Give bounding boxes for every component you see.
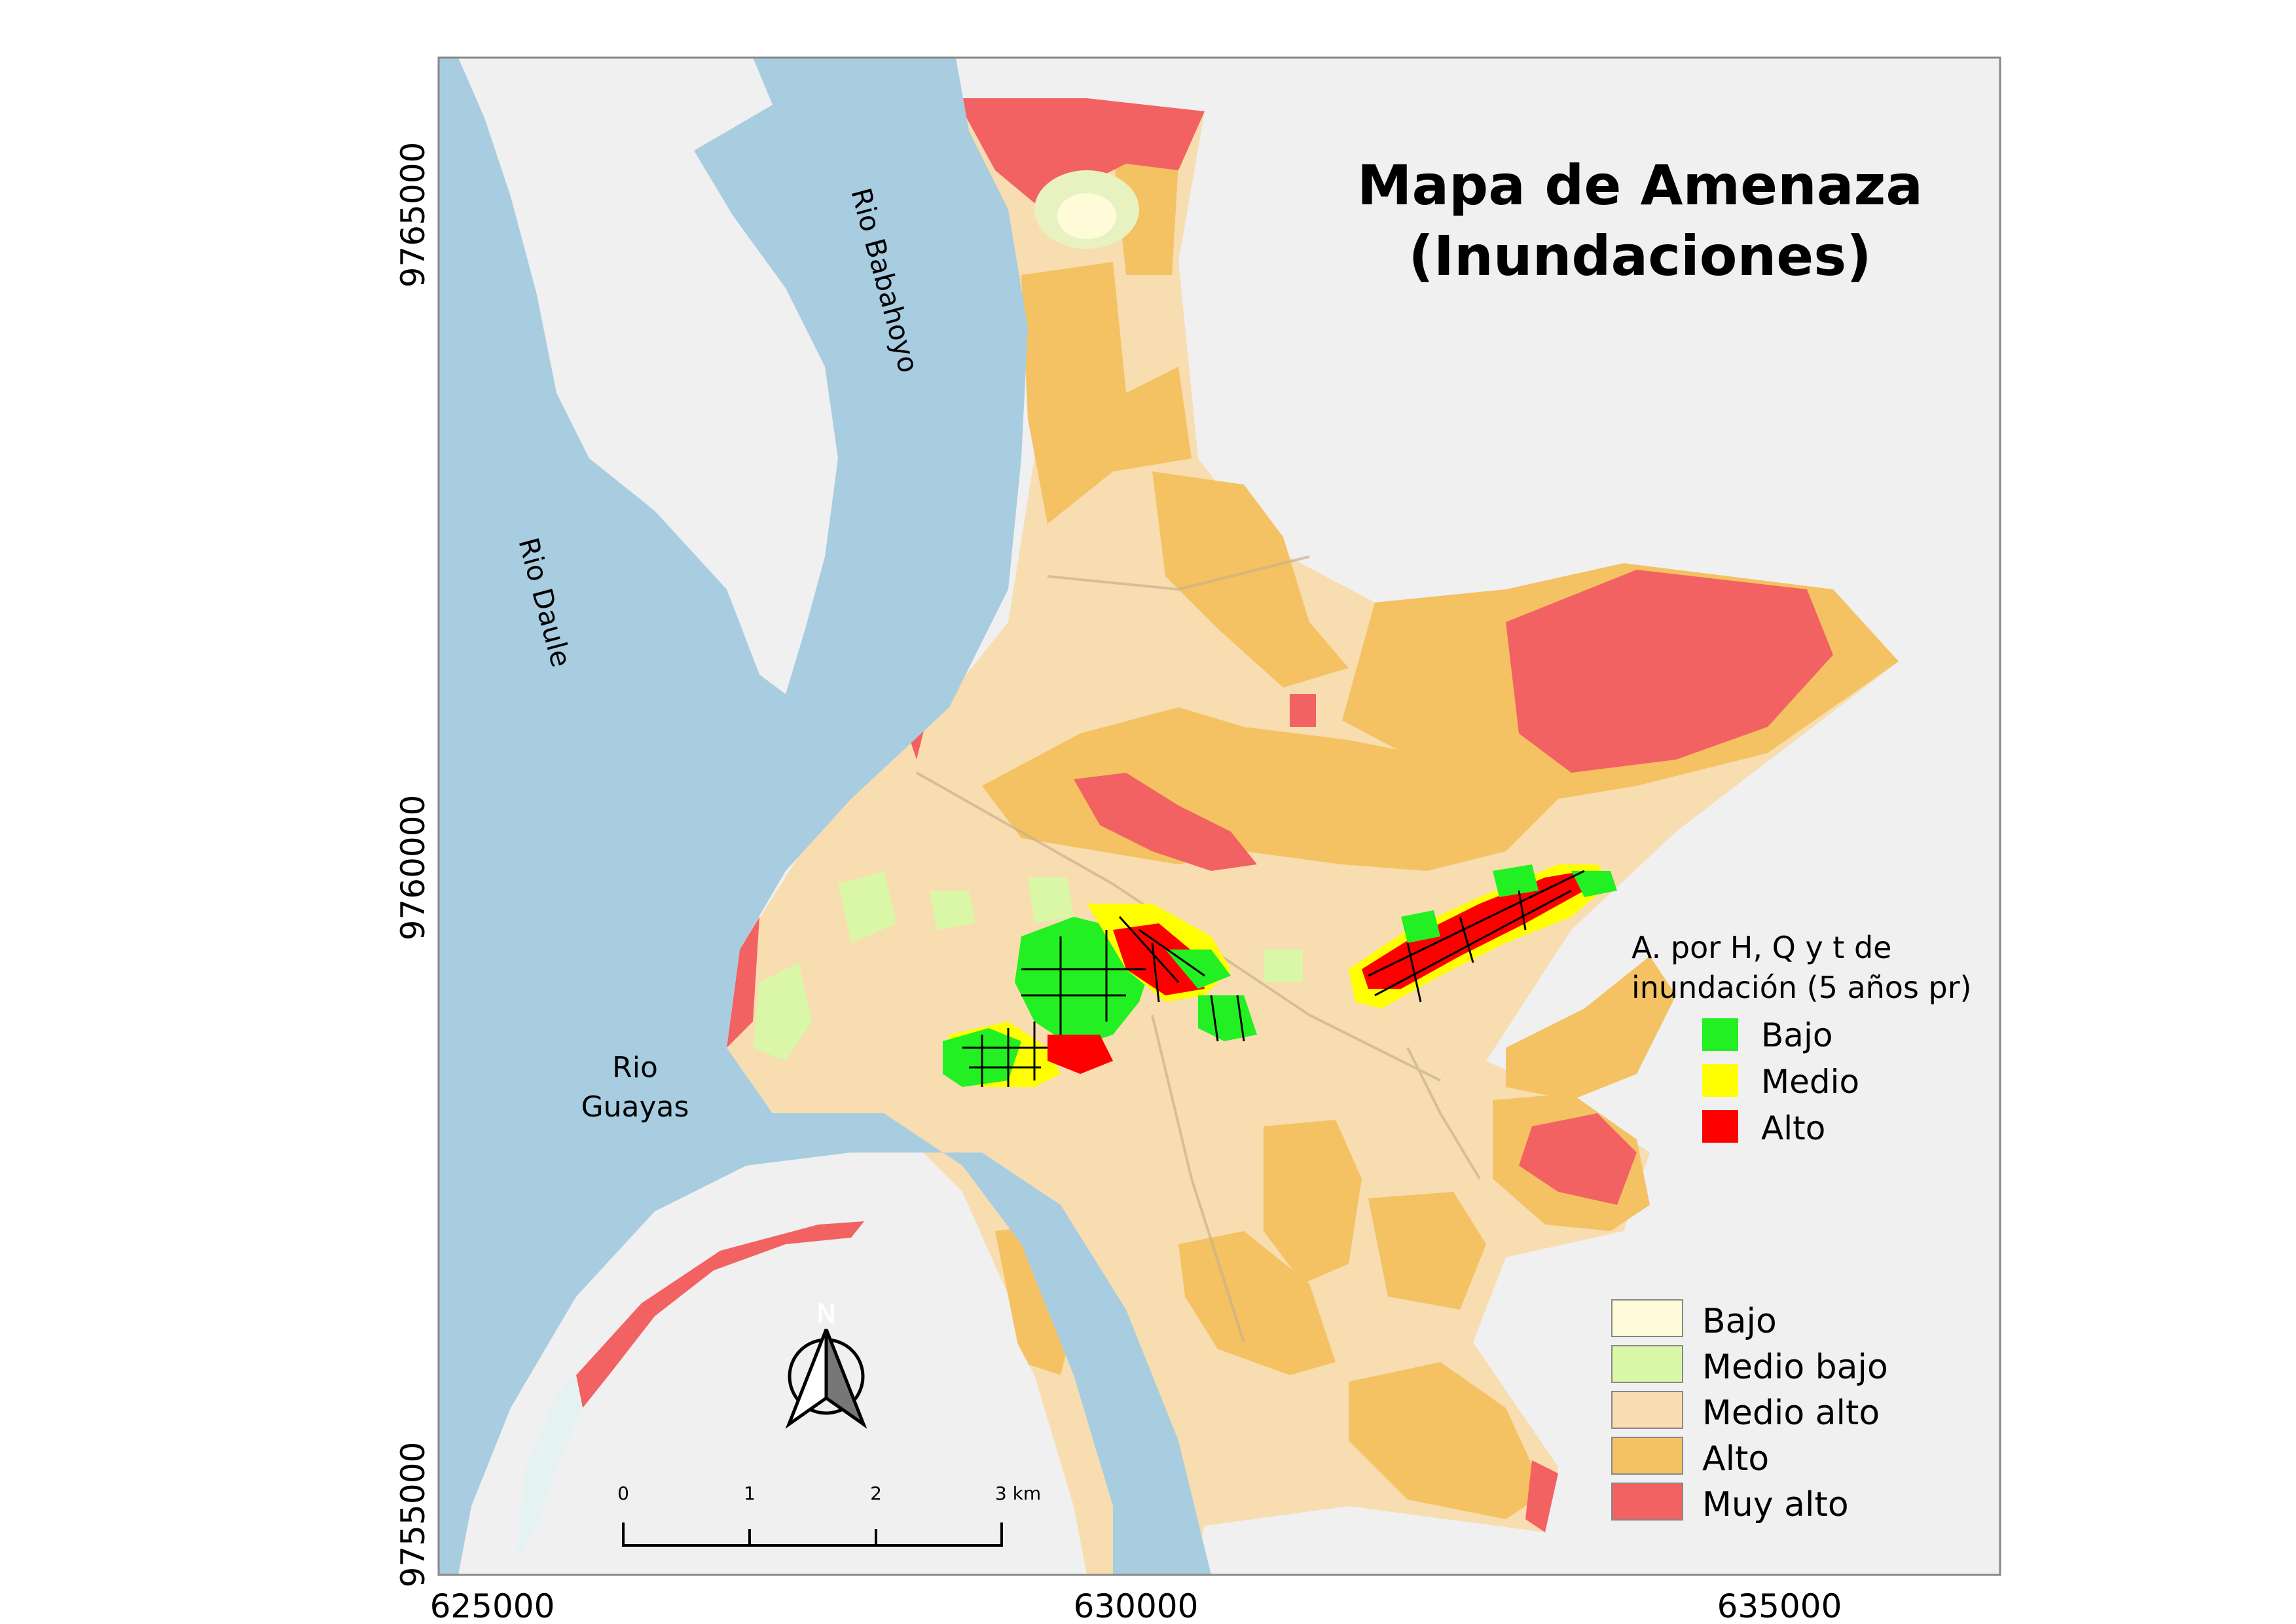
legend-zones-title-2: inundación (5 años pr) [1631, 970, 1972, 1005]
label-rio-guayas-2: Guayas [581, 1090, 689, 1124]
x-tick-625000: 625000 [430, 1587, 555, 1624]
legend-threat-label-alto: Alto [1702, 1439, 1769, 1479]
y-tick-9755000: 9755000 [394, 1442, 432, 1588]
y-tick-9765000: 9765000 [394, 142, 432, 288]
zones-bajo [753, 170, 1303, 1061]
legend-threat-swatch-alto [1611, 1437, 1683, 1475]
map-frame [437, 56, 2001, 1576]
legend-threat-label-muy-alto: Muy alto [1702, 1485, 1849, 1524]
flood-zones-west [943, 904, 1257, 1087]
legend-zone-label-medio: Medio [1761, 1063, 1859, 1101]
legend-zone-swatch-medio [1702, 1064, 1738, 1097]
scale-bar: 0 1 2 3 km [617, 1483, 1041, 1547]
map-title-line2: (Inundaciones) [1408, 224, 1871, 288]
flood-zone-streets [962, 870, 1585, 1087]
south-bank-fringe [576, 1221, 864, 1408]
x-tick-635000: 635000 [1717, 1587, 1842, 1624]
legend-threat-label-medio-bajo: Medio bajo [1702, 1348, 1888, 1387]
label-rio-guayas-1: Rio [612, 1051, 658, 1084]
scale-label-0: 0 [617, 1483, 629, 1504]
scale-label-3: 3 km [995, 1483, 1041, 1504]
map-title-line1: Mapa de Amenaza [1357, 153, 1923, 217]
zones-muy-alto [727, 98, 1833, 1532]
scale-label-2: 2 [870, 1483, 882, 1504]
legend-zone-label-bajo: Bajo [1761, 1016, 1832, 1054]
island [458, 58, 838, 694]
legend-threat-swatch-bajo [1611, 1299, 1683, 1337]
legend-threat-swatch-muy-alto [1611, 1483, 1683, 1521]
legend-threat-swatch-medio-bajo [1611, 1345, 1683, 1383]
legend-zone-swatch-alto [1702, 1110, 1738, 1143]
legend-flood-zones: A. por H, Q y t de inundación (5 años pr… [1631, 930, 1972, 1147]
north-label: N [816, 1299, 836, 1329]
north-arrow: N [785, 1299, 867, 1429]
legend-threat-label-medio-alto: Medio alto [1702, 1393, 1880, 1433]
y-tick-9760000: 9760000 [394, 795, 432, 941]
south-bank-fringe-2 [517, 1375, 583, 1559]
legend-zone-label-alto: Alto [1761, 1109, 1825, 1147]
legend-zone-swatch-bajo [1702, 1018, 1738, 1051]
scale-label-1: 1 [744, 1483, 756, 1504]
legend-threat-label-bajo: Bajo [1702, 1302, 1777, 1341]
x-tick-630000: 630000 [1074, 1587, 1199, 1624]
legend-threat-swatch-medio-alto [1611, 1391, 1683, 1429]
legend-zones-title-1: A. por H, Q y t de [1631, 930, 1891, 965]
legend-threat-levels: Bajo Medio bajo Medio alto Alto Muy alto [1611, 1299, 1888, 1524]
